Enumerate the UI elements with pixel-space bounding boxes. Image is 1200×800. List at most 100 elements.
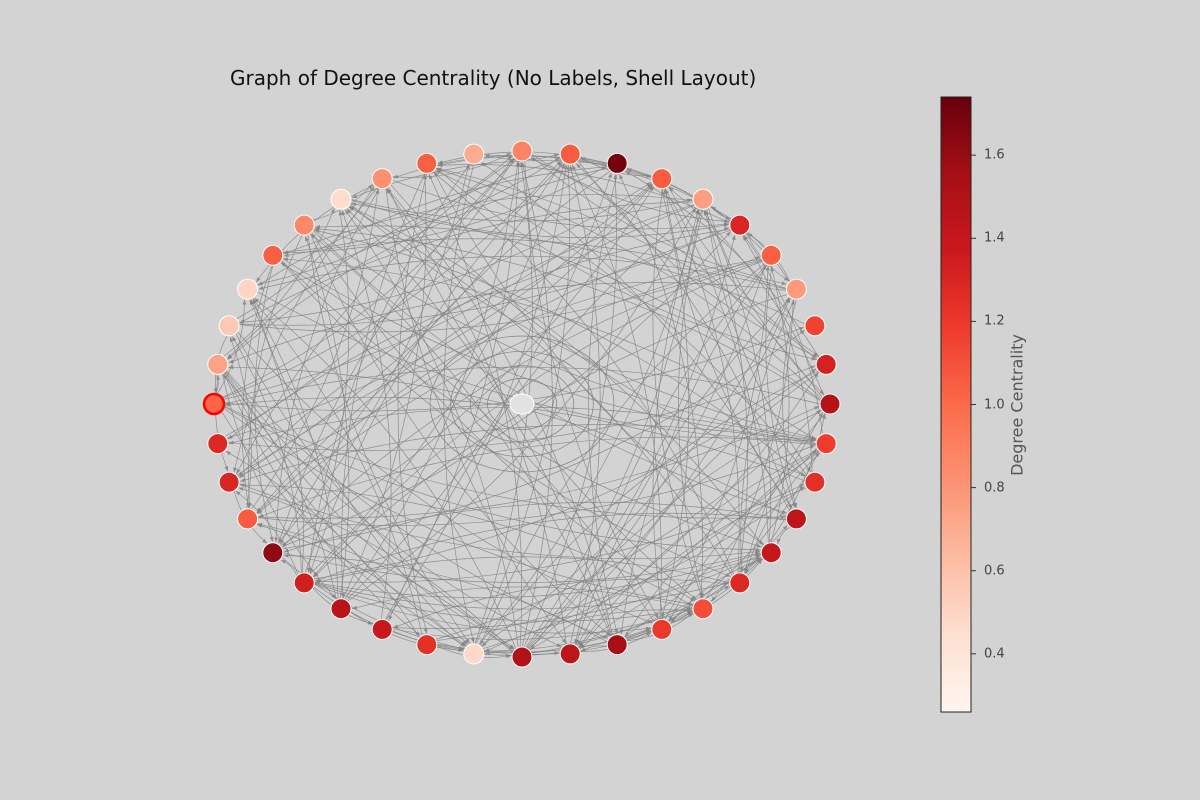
graph-node <box>371 168 393 190</box>
graph-edge <box>397 173 428 634</box>
graph-edge <box>351 202 822 401</box>
graph-edge <box>433 170 765 545</box>
graph-node <box>785 508 807 530</box>
graph-edge <box>652 209 703 619</box>
graph-edge <box>222 183 653 400</box>
graph-node <box>511 646 533 668</box>
graph-edge <box>252 298 423 636</box>
graph-node <box>207 433 229 455</box>
graph-edge <box>257 444 816 526</box>
graph-edge <box>742 235 813 473</box>
graph-node <box>330 598 352 620</box>
graph-edge <box>304 210 350 574</box>
graph-node <box>729 214 751 236</box>
graph-edge <box>280 260 731 577</box>
node-layer <box>202 140 841 668</box>
graph-edge <box>344 209 519 648</box>
self-loop-edge <box>450 350 594 458</box>
graph-edge <box>529 371 819 651</box>
graph-edge <box>587 173 618 634</box>
graph-edge <box>524 160 660 620</box>
graph-edge <box>249 299 304 574</box>
graph-node <box>463 643 485 665</box>
graph-edge <box>341 210 392 620</box>
graph-node <box>760 542 782 564</box>
colorbar-gradient <box>940 96 972 713</box>
graph-node <box>692 598 714 620</box>
graph-edge <box>256 204 696 513</box>
graph-node <box>651 618 673 640</box>
colorbar-tick-label: 1.2 <box>984 313 1005 329</box>
graph-edge <box>258 255 787 290</box>
graph-edge <box>578 449 819 648</box>
graph-edge <box>346 208 613 637</box>
graph-edge <box>678 209 704 598</box>
graph-edge <box>238 483 761 560</box>
colorbar-tick-label: 1.6 <box>984 147 1005 163</box>
graph-edge <box>221 157 514 399</box>
graph-edge <box>571 164 662 620</box>
graph-edge <box>707 207 825 395</box>
self-loop-cluster <box>429 335 615 473</box>
graph-edge <box>437 155 652 179</box>
graph-edge <box>743 412 826 574</box>
graph-edge <box>281 329 806 550</box>
graph-edge <box>706 208 812 473</box>
graph-node <box>815 353 837 375</box>
graph-edge <box>311 231 696 602</box>
graph-edge <box>312 260 764 577</box>
graph-edge <box>665 187 793 509</box>
graph-edge <box>283 194 694 255</box>
graph-edge <box>257 522 514 653</box>
graph-edge <box>238 256 761 333</box>
graph-node <box>416 152 438 174</box>
graph-edge <box>222 407 693 606</box>
graph-edge <box>739 298 795 573</box>
graph-node <box>819 393 841 415</box>
graph-edge <box>530 155 787 286</box>
chart-title: Graph of Degree Centrality (No Labels, S… <box>230 66 757 90</box>
graph-edge <box>480 297 790 647</box>
graph-node <box>559 643 581 665</box>
graph-edge <box>279 170 611 545</box>
graph-edge <box>225 369 609 639</box>
graph-edge <box>306 163 471 573</box>
graph-edge <box>349 203 817 440</box>
graph-edge <box>523 174 618 648</box>
graph-edge <box>227 167 609 360</box>
colorbar <box>940 96 976 713</box>
graph-edge <box>226 183 653 439</box>
graph-node <box>463 143 485 165</box>
colorbar-label: Degree Centrality <box>1007 334 1027 476</box>
graph-node <box>416 634 438 656</box>
graph-edge <box>349 205 764 547</box>
graph-edge <box>231 336 302 574</box>
graph-edge <box>668 185 820 357</box>
graph-node <box>330 188 352 210</box>
graph-edge <box>229 336 252 509</box>
graph-edge <box>241 265 273 508</box>
graph-edge <box>340 173 426 598</box>
graph-edge <box>238 181 652 323</box>
graph-edge <box>435 170 808 477</box>
graph-node <box>815 433 837 455</box>
graph-node <box>207 353 229 375</box>
graph-node <box>262 244 284 266</box>
graph-node <box>218 315 240 337</box>
graph-edge <box>238 226 730 326</box>
graph-edge <box>235 333 515 650</box>
graph-edge <box>235 490 299 576</box>
graph-edge <box>225 370 562 648</box>
graph-edge <box>257 166 608 286</box>
graph-edge <box>351 586 694 610</box>
graph-edge <box>224 371 515 650</box>
graph-node <box>237 278 259 300</box>
graph-edge <box>578 487 807 648</box>
graph-edge <box>344 161 520 600</box>
graph-edge <box>525 209 701 648</box>
graph-edge <box>770 266 790 543</box>
colorbar-tick-label: 0.6 <box>984 563 1005 579</box>
graph-edge <box>670 558 764 624</box>
highlighted-node <box>202 392 226 416</box>
